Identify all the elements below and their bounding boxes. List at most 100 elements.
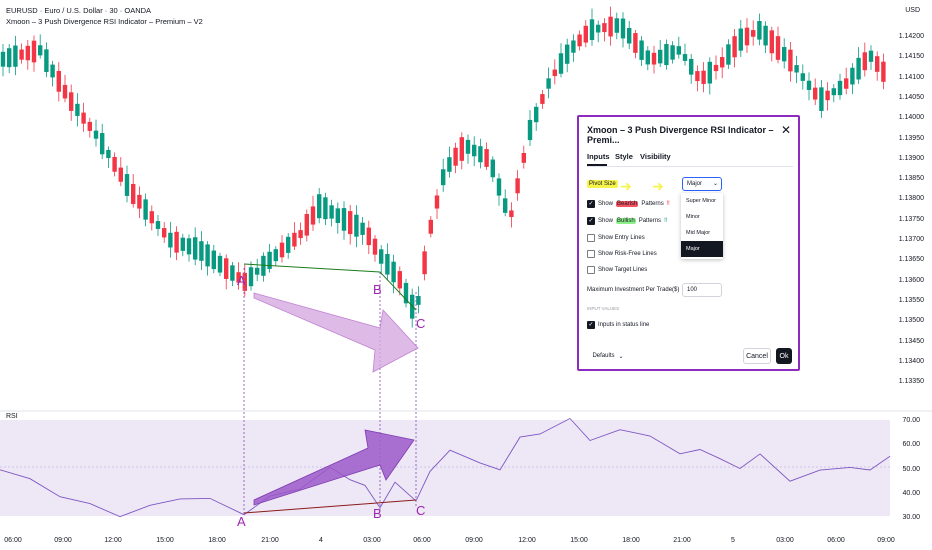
candle	[81, 112, 86, 124]
riskfree-lines-row[interactable]: Show Risk-Free Lines	[587, 250, 657, 258]
candle	[552, 69, 557, 77]
pivot-size-row: Pivot Size	[587, 180, 618, 188]
candle	[447, 157, 452, 172]
bearish-patterns-row[interactable]: Show Bearish Patterns ‼	[587, 200, 670, 208]
bearish-word: Bearish	[616, 201, 639, 207]
candle	[565, 44, 570, 64]
candle	[292, 232, 297, 247]
riskfree-lines-checkbox[interactable]	[587, 250, 595, 258]
candle	[732, 36, 737, 58]
candle	[310, 206, 316, 225]
ok-button[interactable]: Ok	[776, 348, 792, 364]
bearish-patterns-checkbox[interactable]	[587, 200, 595, 208]
price-axis-label: 1.13600	[898, 276, 924, 284]
candle	[428, 219, 433, 234]
candle	[490, 159, 495, 178]
candle	[236, 272, 241, 283]
price-axis-label: 1.13750	[898, 215, 924, 223]
candle	[162, 228, 167, 238]
price-arrow-down	[253, 292, 419, 373]
candle	[763, 25, 768, 46]
time-axis-label: 06:00	[413, 537, 431, 544]
rsi-axis-label: 40.00	[902, 489, 920, 497]
candle	[434, 195, 440, 209]
entry-lines-row[interactable]: Show Entry Lines	[587, 234, 645, 242]
candle	[397, 271, 402, 289]
rsi-marker-b: B	[373, 506, 382, 521]
price-marker-b: B	[373, 282, 382, 297]
candle	[651, 52, 657, 65]
dropdown-option-super-minor[interactable]: Super Minor	[686, 198, 716, 204]
candle	[180, 237, 185, 251]
candle	[50, 64, 55, 78]
entry-lines-checkbox[interactable]	[587, 234, 595, 242]
candles-group	[0, 6, 886, 328]
rsi-axis-label: 30.00	[902, 514, 920, 522]
candle	[850, 67, 855, 85]
candle	[224, 258, 229, 279]
candle	[261, 255, 266, 276]
time-axis-label: 03:00	[363, 537, 381, 544]
investment-input[interactable]: 100	[682, 283, 722, 297]
price-axis-label: 1.13850	[898, 175, 924, 183]
tab-style[interactable]: Style	[615, 152, 633, 161]
candle	[844, 78, 849, 89]
chevron-down-icon: ⌄	[618, 353, 624, 360]
price-axis-label: 1.13700	[898, 236, 924, 243]
candle	[118, 167, 123, 182]
bullish-patterns-row[interactable]: Show Bullish Patterns ‼	[587, 217, 667, 225]
candle	[422, 251, 427, 275]
candle	[100, 133, 105, 155]
rsi-marker-c: C	[416, 503, 426, 518]
dropdown-option-major[interactable]: Major	[681, 241, 723, 257]
candle	[639, 40, 644, 60]
price-axis-label: 1.13800	[898, 195, 924, 203]
candle	[0, 51, 6, 67]
candle	[7, 48, 12, 68]
candle	[155, 221, 161, 229]
tab-inputs[interactable]: Inputs	[587, 152, 610, 161]
candle	[521, 152, 526, 163]
time-axis-label: 5	[731, 537, 735, 544]
cancel-button[interactable]: Cancel	[743, 348, 771, 364]
candle	[825, 90, 830, 101]
rsi-divergence-line	[243, 499, 417, 514]
candle	[248, 267, 254, 287]
candle	[242, 272, 247, 291]
candle	[62, 84, 68, 99]
candle	[286, 236, 291, 253]
candle	[199, 241, 204, 261]
candle	[682, 54, 688, 61]
candle	[757, 21, 762, 40]
candle	[881, 61, 886, 82]
candle	[602, 23, 607, 33]
currency-label: USD	[905, 7, 920, 14]
candle	[112, 156, 117, 172]
target-lines-row[interactable]: Show Target Lines	[587, 266, 647, 274]
bullish-patterns-checkbox[interactable]	[587, 217, 595, 225]
price-axis-label: 1.13550	[898, 296, 924, 304]
inputs-status-checkbox[interactable]	[587, 321, 595, 329]
pivot-size-select[interactable]: Major ⌄	[682, 177, 722, 191]
candle	[775, 36, 781, 60]
candle	[44, 49, 49, 72]
price-axis-label: 1.13400	[898, 357, 924, 365]
close-icon[interactable]: ✕	[780, 123, 791, 137]
candle	[862, 52, 867, 71]
inputs-status-row[interactable]: Inputs in status line	[587, 321, 649, 329]
target-lines-label: Show Target Lines	[598, 267, 648, 273]
candle	[478, 146, 483, 163]
indicator-settings-dialog[interactable]: Xmoon – 3 Push Divergence RSI Indicator …	[577, 115, 800, 371]
defaults-button[interactable]: Defaults ⌄	[587, 348, 629, 364]
rsi-pane-label: RSI	[6, 413, 18, 420]
candle	[540, 94, 545, 104]
price-axis-label: 1.13950	[898, 134, 924, 142]
pivot-size-dropdown[interactable]: Super Minor Minor Mid Major Major	[681, 193, 723, 259]
target-lines-checkbox[interactable]	[587, 266, 595, 274]
candle	[75, 103, 80, 116]
candle	[403, 282, 409, 304]
tab-visibility[interactable]: Visibility	[640, 152, 671, 161]
dropdown-option-mid-major[interactable]: Mid Major	[686, 230, 711, 236]
dropdown-option-minor[interactable]: Minor	[686, 214, 700, 220]
